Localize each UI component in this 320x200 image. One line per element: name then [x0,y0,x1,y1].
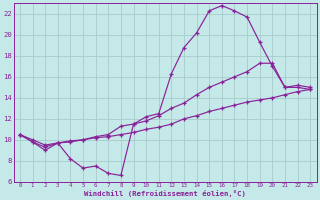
X-axis label: Windchill (Refroidissement éolien,°C): Windchill (Refroidissement éolien,°C) [84,190,246,197]
